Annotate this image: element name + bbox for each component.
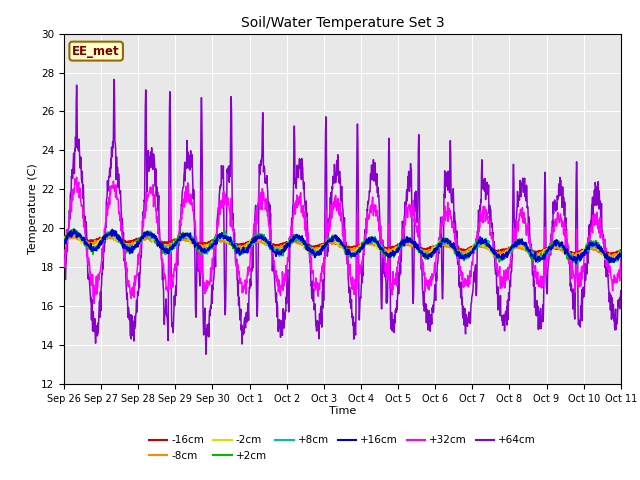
X-axis label: Time: Time: [329, 407, 356, 417]
Title: Soil/Water Temperature Set 3: Soil/Water Temperature Set 3: [241, 16, 444, 30]
Text: EE_met: EE_met: [72, 45, 120, 58]
Legend: -16cm, -8cm, -2cm, +2cm, +8cm, +16cm, +32cm, +64cm: -16cm, -8cm, -2cm, +2cm, +8cm, +16cm, +3…: [145, 431, 540, 465]
Y-axis label: Temperature (C): Temperature (C): [28, 163, 38, 254]
